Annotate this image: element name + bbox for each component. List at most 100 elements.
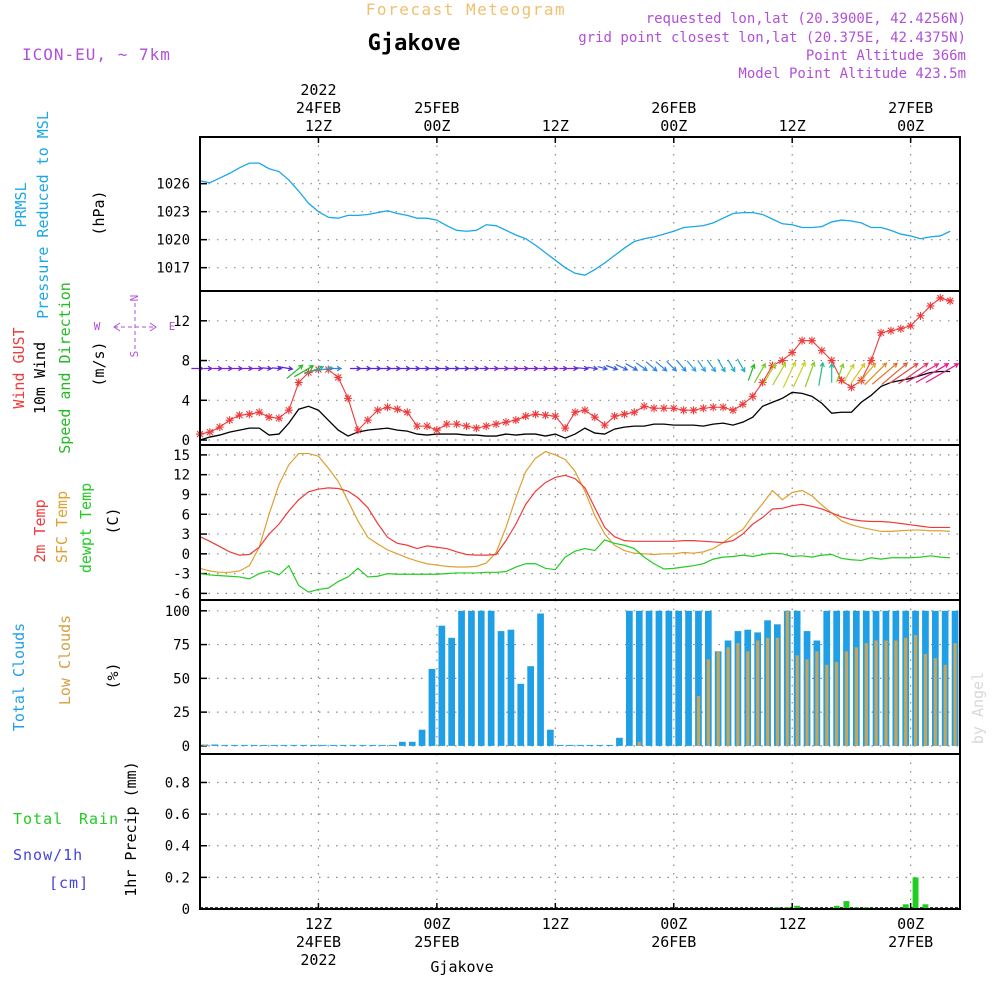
y-tick-label: -6 (173, 586, 190, 602)
low-cloud-bar (815, 651, 819, 746)
low-cloud-bar (766, 637, 770, 746)
total-cloud-bar (250, 744, 258, 746)
time-label-top: 00Z (423, 117, 450, 135)
time-label-bottom: 24FEB (296, 933, 341, 951)
total-cloud-bar (507, 629, 515, 746)
clouds-axes: 0 25 50 75 100 (165, 600, 960, 755)
gust-marker (788, 348, 797, 357)
wind-arrow (429, 365, 441, 372)
gust-marker (817, 346, 826, 355)
gust-marker (561, 424, 570, 433)
total-cloud-bar (685, 610, 692, 746)
wind-arrow (676, 360, 687, 373)
gust-marker (403, 408, 412, 417)
wind-arrow (645, 361, 658, 372)
y-tick-label: 0 (182, 547, 190, 563)
total-cloud-bar (310, 744, 317, 746)
gust-marker (886, 326, 895, 335)
gust-marker (551, 412, 560, 421)
gust-marker (294, 378, 303, 387)
total-cloud-bar (241, 744, 248, 746)
y-tick-label: 12 (173, 468, 190, 484)
gust-marker (807, 336, 816, 345)
y-tick-label: 3 (182, 527, 190, 543)
wind-arrow (508, 365, 520, 372)
gust-marker (798, 336, 807, 345)
wind-arrow (191, 365, 205, 372)
time-label-top: 25FEB (414, 99, 459, 117)
gust-marker (373, 406, 382, 415)
grid-point-coords: grid point closest lon,lat (20.375E, 42.… (578, 30, 966, 46)
gust-marker (699, 404, 708, 413)
time-label-top: 00Z (897, 117, 924, 135)
gust-marker (314, 365, 323, 374)
wind-arrow (277, 365, 294, 372)
low-cloud-bar (736, 643, 740, 746)
total-cloud-bar (438, 625, 446, 746)
wind-arrow (864, 362, 888, 386)
time-label-top: 00Z (660, 117, 687, 135)
wind-arrow (615, 363, 629, 371)
wind-arrow (871, 362, 899, 385)
wind-arrow (686, 360, 697, 373)
precip-axes: 0 0.2 0.4 0.6 0.8 (165, 754, 960, 918)
rain-bar (794, 905, 801, 909)
wind-arrow (818, 361, 825, 386)
low-cloud-bar (923, 654, 928, 746)
y-tick-label: 12 (173, 314, 190, 330)
rain-bar (922, 904, 929, 909)
wind-arrow (212, 365, 224, 372)
low-cloud-bar (203, 744, 207, 746)
gust-marker (748, 392, 757, 401)
temp-unit: (C) (104, 507, 122, 534)
wind-arrow (548, 365, 559, 372)
total-cloud-bar (408, 741, 416, 746)
gust-marker (679, 406, 688, 415)
model-point-altitude: Model Point Altitude 423.5m (738, 66, 966, 82)
wind-10m-label: 10m Wind (31, 342, 49, 414)
wind-arrow (717, 358, 726, 373)
gust-marker (630, 408, 639, 417)
wind-arrow (567, 365, 579, 372)
precip-snow-label: Snow/1h (13, 846, 83, 864)
gust-marker (393, 405, 402, 414)
total-cloud-bar (576, 744, 584, 746)
wind-arrow (479, 365, 490, 372)
model-label: ICON-EU, ~ 7km (22, 45, 171, 64)
wind-arrow (666, 360, 678, 372)
gust-marker (205, 428, 214, 437)
pressure-label-msl: Pressure Reduced to MSL (34, 111, 52, 319)
gust-marker (659, 404, 668, 413)
total-cloud-bar (290, 744, 298, 746)
wind-dir-label: Speed and Direction (56, 282, 74, 454)
total-cloud-bar (616, 737, 623, 746)
total-cloud-bar (566, 744, 574, 746)
wind-gust-markers (196, 293, 955, 439)
low-cloud-bar (874, 640, 878, 746)
wind-arrow (625, 363, 639, 371)
sfc-temp-label: SFC Temp (53, 491, 71, 563)
wind-arrow (538, 365, 549, 372)
y-tick-label: 50 (173, 671, 190, 687)
gust-marker (571, 408, 580, 417)
low-cloud-bar (775, 637, 779, 746)
gust-marker (413, 422, 422, 431)
gust-marker (284, 406, 293, 415)
time-label-bottom: 00Z (897, 915, 924, 933)
wind-arrow (329, 365, 343, 372)
wind-arrow (262, 365, 273, 372)
compass-w: W (94, 320, 101, 333)
total-cloud-bar (339, 744, 347, 746)
wind-arrow (925, 363, 960, 384)
wind-arrow (828, 362, 835, 383)
total-clouds-label: Total Clouds (10, 623, 28, 731)
low-cloud-bar (795, 655, 799, 746)
wind-arrow (498, 365, 510, 372)
gust-marker (620, 410, 629, 419)
gust-marker (926, 301, 935, 310)
wind-arrow (489, 365, 500, 372)
gust-marker (650, 404, 659, 413)
low-cloud-bar (835, 662, 839, 746)
